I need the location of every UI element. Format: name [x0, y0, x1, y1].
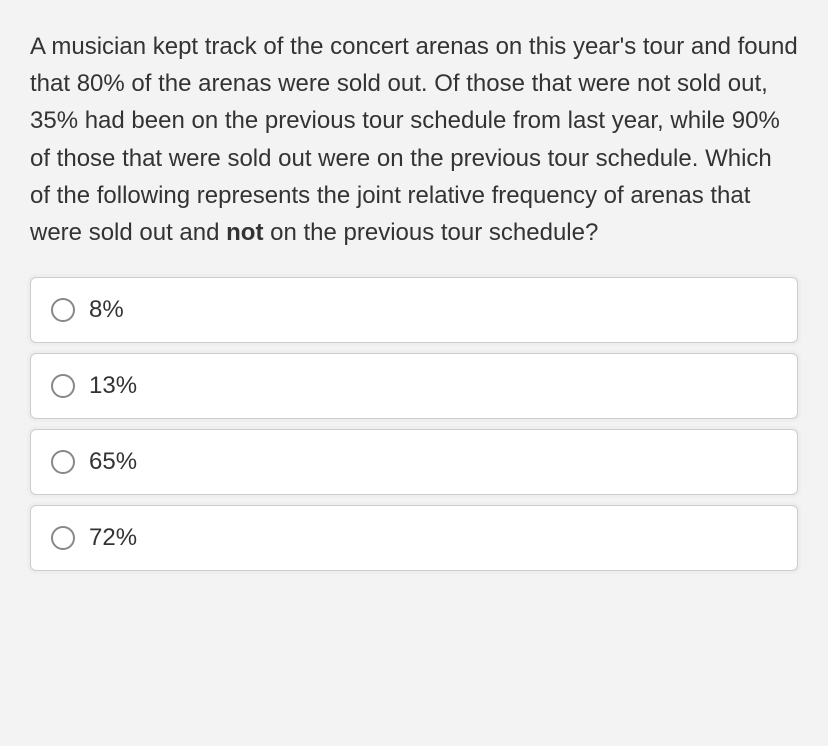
- option-label: 65%: [89, 448, 137, 476]
- option-1[interactable]: 13%: [30, 353, 798, 419]
- option-label: 13%: [89, 372, 137, 400]
- radio-icon: [51, 374, 75, 398]
- radio-icon: [51, 298, 75, 322]
- option-label: 8%: [89, 296, 124, 324]
- option-0[interactable]: 8%: [30, 277, 798, 343]
- question-bold-word: not: [226, 219, 263, 246]
- option-3[interactable]: 72%: [30, 505, 798, 571]
- radio-icon: [51, 526, 75, 550]
- radio-icon: [51, 450, 75, 474]
- question-text: A musician kept track of the concert are…: [30, 28, 798, 251]
- option-label: 72%: [89, 524, 137, 552]
- option-2[interactable]: 65%: [30, 429, 798, 495]
- options-list: 8% 13% 65% 72%: [30, 277, 798, 571]
- question-part-before: A musician kept track of the concert are…: [30, 33, 798, 246]
- question-part-after: on the previous tour schedule?: [263, 219, 598, 246]
